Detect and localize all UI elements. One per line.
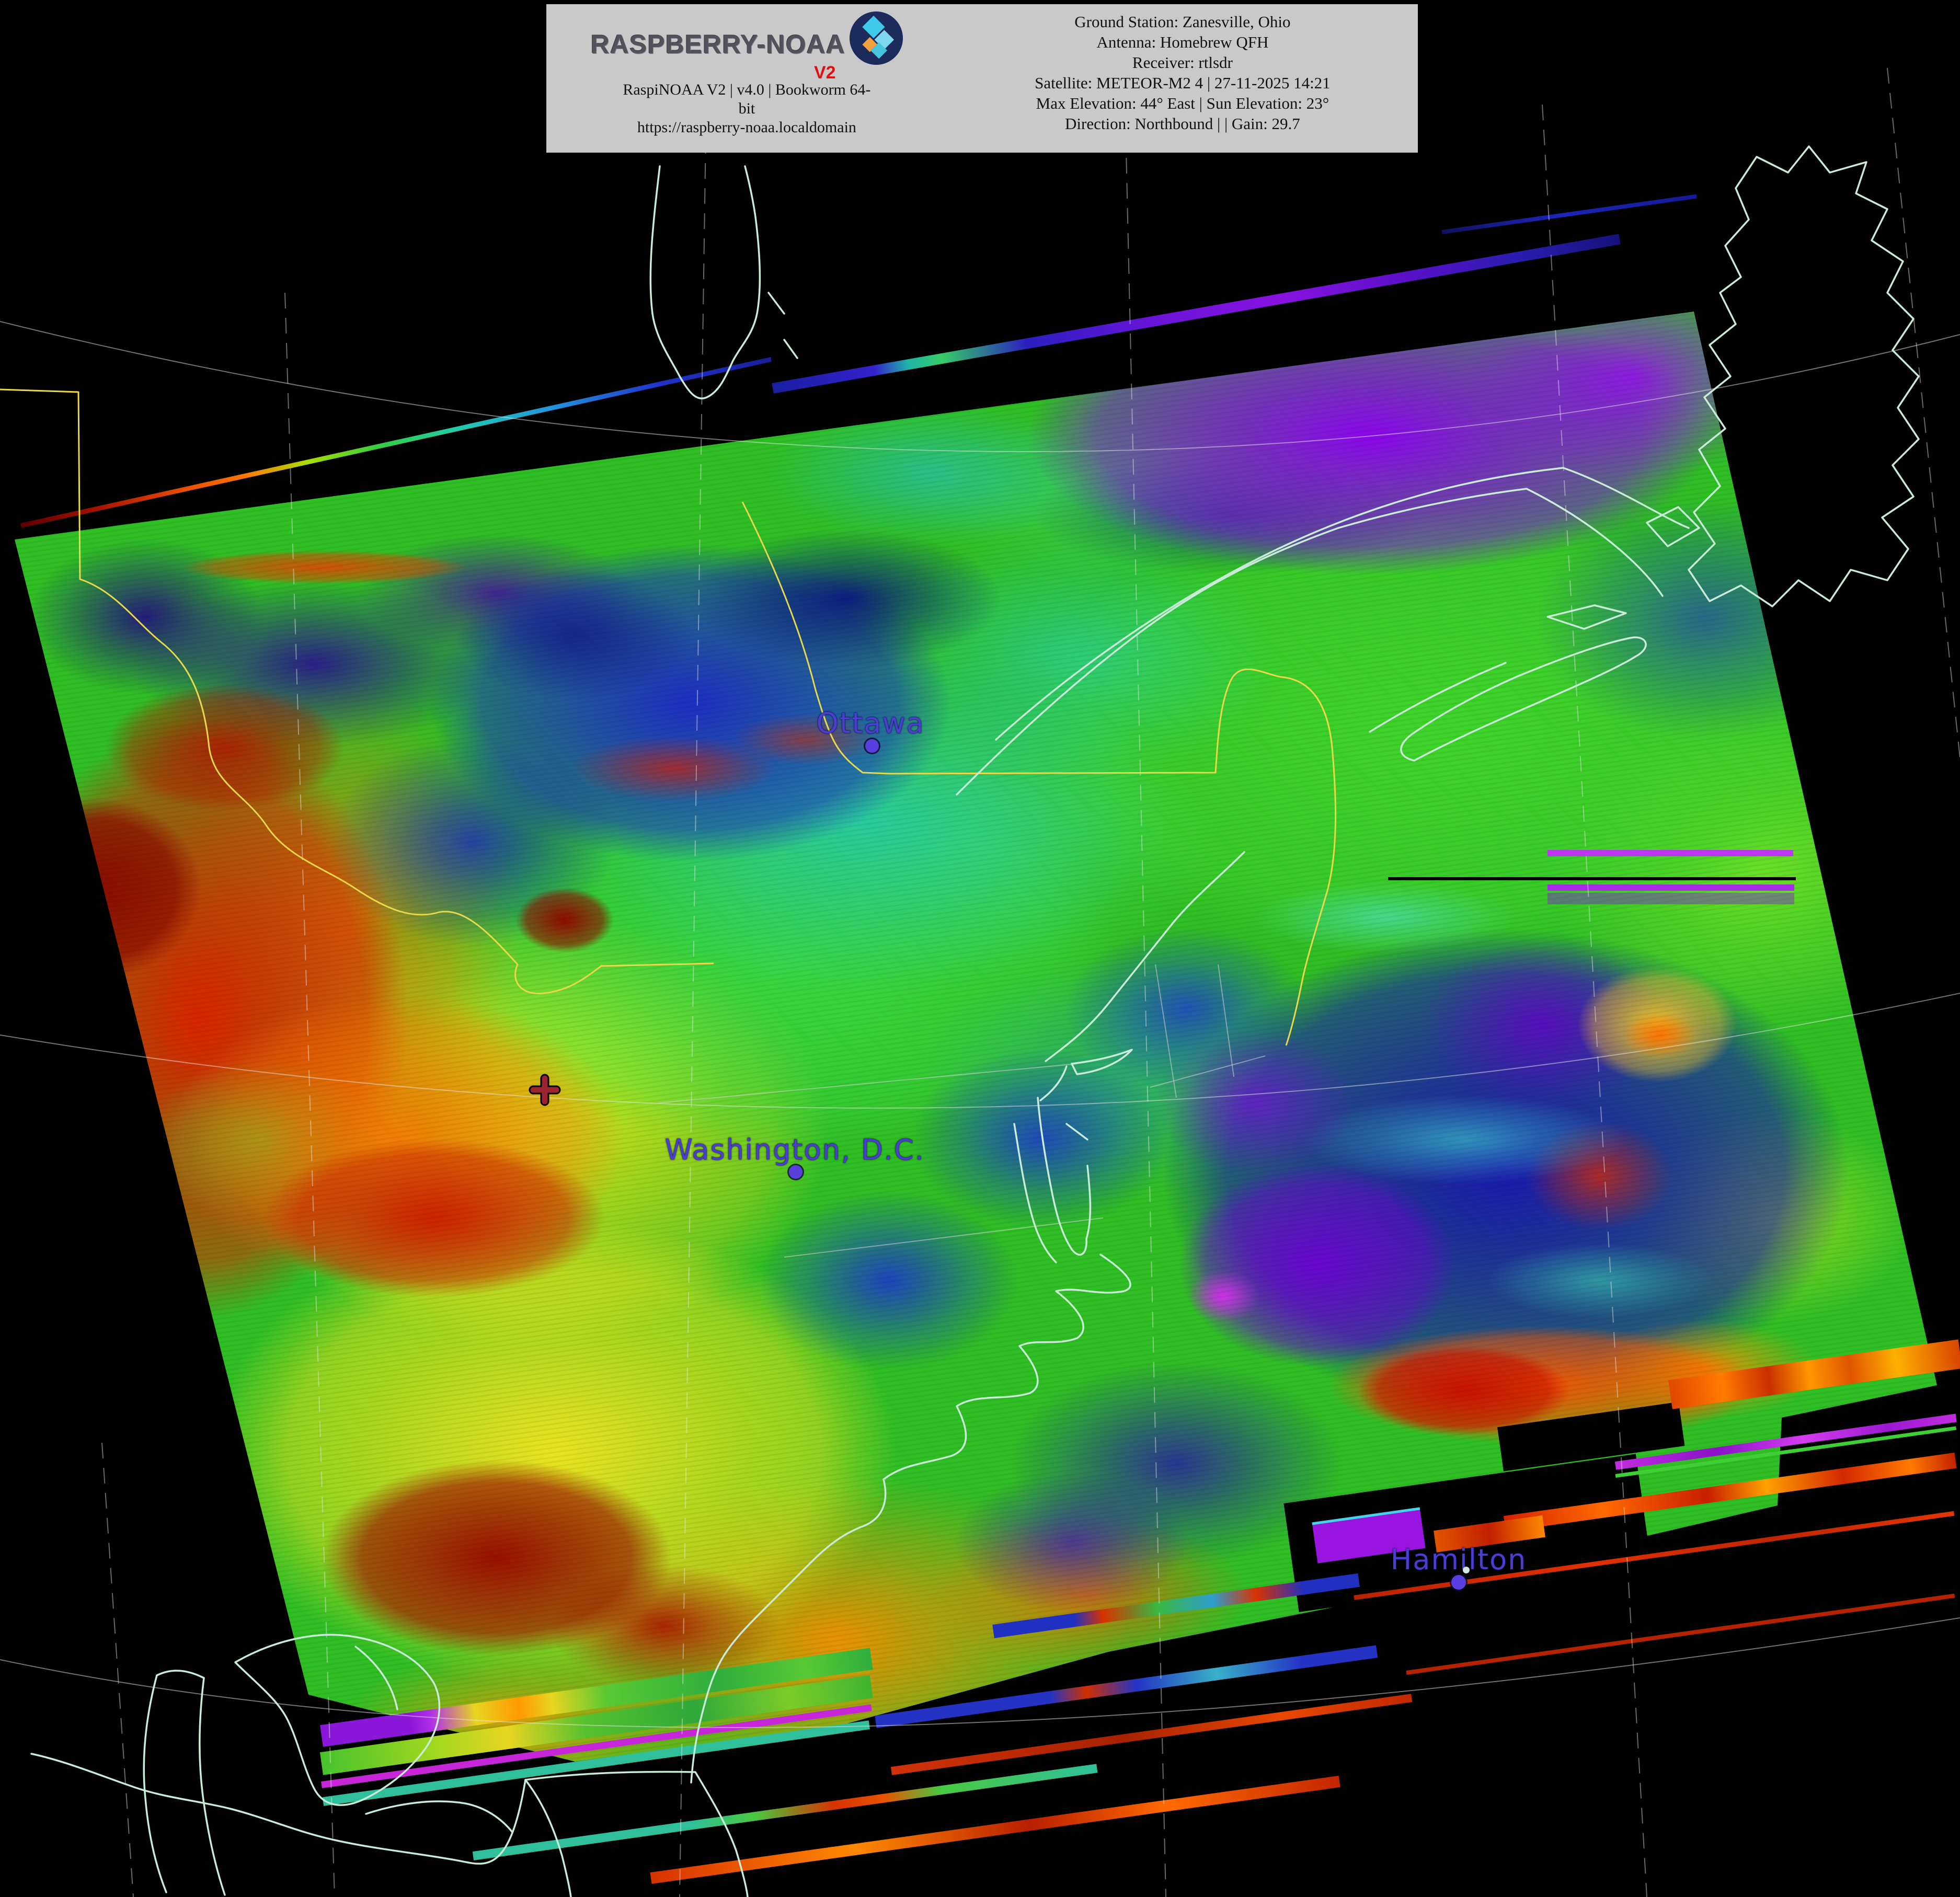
glitch-bar xyxy=(650,1776,1340,1884)
info-banner: RASPBERRY-NOAA V2 RaspiNOAA V2 | v4.0 | … xyxy=(546,4,1418,153)
antenna-line: Antenna: Homebrew QFH xyxy=(1096,33,1269,51)
software-version-line: RaspiNOAA V2 | v4.0 | Bookworm 64- xyxy=(623,81,871,98)
glitch-bar xyxy=(472,1764,1098,1860)
banner-left-block: RASPBERRY-NOAA V2 RaspiNOAA V2 | v4.0 | … xyxy=(546,4,947,153)
city-label-ottawa: Ottawa xyxy=(816,707,925,740)
city-dot-hamilton-secondary xyxy=(1463,1567,1470,1573)
elevation-line: Max Elevation: 44° East | Sun Elevation:… xyxy=(1036,94,1329,112)
glitch-bar xyxy=(1406,1593,1955,1675)
city-label-washington-dc: Washington, D.C. xyxy=(664,1133,925,1166)
glitch-line xyxy=(1388,877,1796,880)
receiver-line: Receiver: rtlsdr xyxy=(1132,53,1233,72)
station-software-info: RaspiNOAA V2 | v4.0 | Bookworm 64- bit h… xyxy=(546,81,947,137)
glitch-line xyxy=(1548,850,1793,856)
glitch-line xyxy=(1548,884,1794,891)
glitch-line xyxy=(1548,893,1794,904)
noise-streak xyxy=(1441,194,1697,234)
direction-gain-line: Direction: Northbound | | Gain: 29.7 xyxy=(1065,114,1300,133)
capture-metadata-block: Ground Station: Zanesville, Ohio Antenna… xyxy=(947,4,1418,153)
software-version-line-wrap: bit xyxy=(738,100,755,117)
satellite-line: Satellite: METEOR-M2 4 | 27-11-2025 14:2… xyxy=(1035,74,1331,92)
station-url: https://raspberry-noaa.localdomain xyxy=(637,119,856,136)
ground-station-line: Ground Station: Zanesville, Ohio xyxy=(1074,13,1291,31)
raspberry-noaa-logo-icon xyxy=(850,12,903,65)
city-label-hamilton: Hamilton xyxy=(1390,1543,1527,1576)
city-dot-hamilton xyxy=(1451,1575,1466,1590)
logo-v2-badge: V2 xyxy=(814,63,836,83)
city-dot-ottawa xyxy=(865,739,879,753)
raspberry-noaa-wordmark: RASPBERRY-NOAA xyxy=(590,30,845,59)
city-dot-washington-dc xyxy=(789,1165,803,1179)
